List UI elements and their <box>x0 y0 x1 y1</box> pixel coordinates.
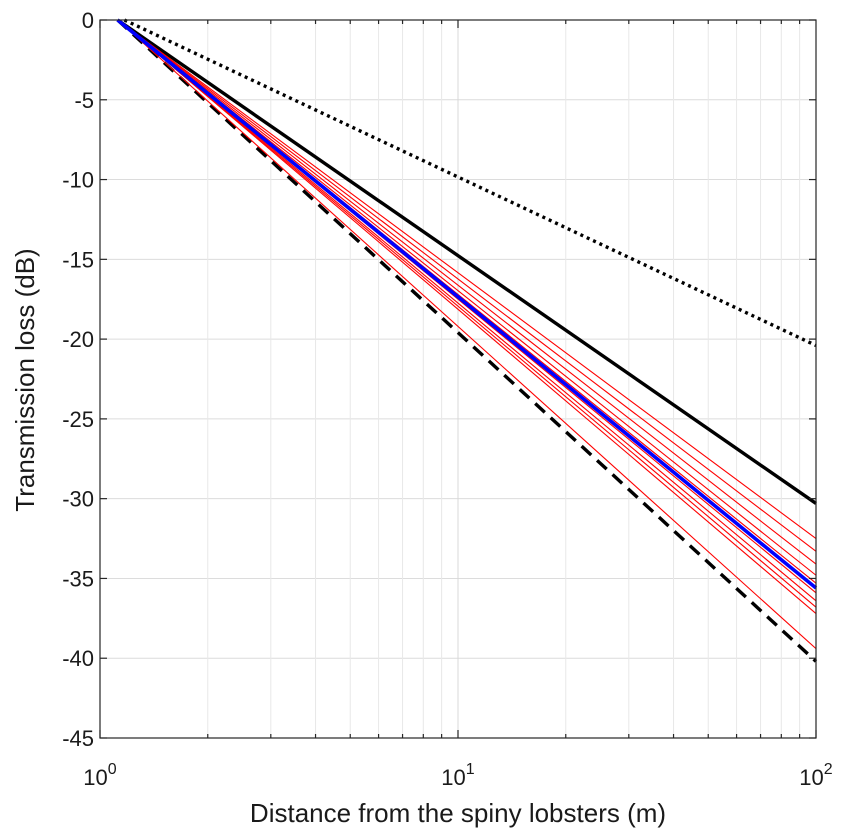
x-tick-label-base: 10 <box>799 765 823 790</box>
x-tick-label-exponent: 2 <box>824 761 833 778</box>
x-axis-label: Distance from the spiny lobsters (m) <box>250 798 666 828</box>
y-tick-label: -35 <box>62 566 94 591</box>
y-tick-label: -5 <box>74 88 94 113</box>
black-solid-series-line <box>116 18 817 505</box>
y-tick-label: -20 <box>62 327 94 352</box>
series-group <box>116 18 818 663</box>
x-tick-label: 101 <box>441 761 474 790</box>
y-tick-label: -40 <box>62 646 94 671</box>
red-series-line-6 <box>117 19 817 565</box>
axis-ticks <box>99 19 817 739</box>
x-tick-label-exponent: 0 <box>108 761 117 778</box>
black-dotted-series-line <box>123 18 817 348</box>
grid <box>99 19 816 739</box>
y-tick-label: -25 <box>62 407 94 432</box>
y-tick-label: -15 <box>62 247 94 272</box>
red-series-line-13 <box>117 19 817 650</box>
black-dashed-series-line <box>116 18 818 663</box>
x-tick-label: 100 <box>83 761 116 790</box>
red-series-line-11 <box>117 19 817 608</box>
y-axis-label: Transmission loss (dB) <box>10 248 40 511</box>
x-tick-label-base: 10 <box>441 765 465 790</box>
red-series-line-5 <box>117 19 817 552</box>
y-tick-label: -45 <box>62 726 94 751</box>
y-tick-labels: 0 -5 -10 -15 -20 -25 -30 -35 -40 -45 <box>62 8 94 751</box>
red-series-line-12 <box>117 19 817 614</box>
blue-series-line <box>116 18 818 590</box>
y-tick-label: -30 <box>62 487 94 512</box>
y-tick-label: -10 <box>62 168 94 193</box>
x-tick-labels: 100 101 102 <box>83 761 832 790</box>
y-tick-label: 0 <box>82 8 94 33</box>
red-series-line-4 <box>117 19 817 540</box>
x-tick-label-base: 10 <box>83 765 107 790</box>
x-tick-label: 102 <box>799 761 832 790</box>
x-tick-label-exponent: 1 <box>466 761 475 778</box>
